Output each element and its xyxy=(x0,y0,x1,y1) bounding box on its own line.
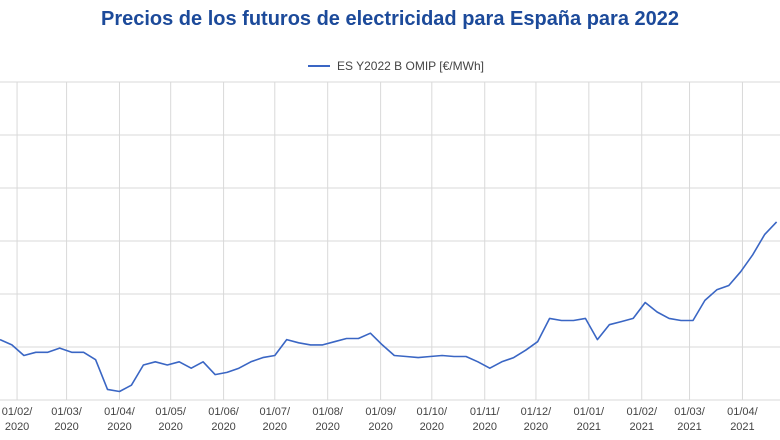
x-tick-label: 01/03/ 2020 xyxy=(51,406,82,433)
x-tick-label: 01/08/ 2020 xyxy=(312,406,343,433)
x-tick-label: 01/11/ 2020 xyxy=(469,406,500,433)
x-tick-label: 01/07/ 2020 xyxy=(259,406,291,433)
x-tick-label: 01/09/ 2020 xyxy=(365,406,396,433)
x-tick-label: 01/05/ 2020 xyxy=(155,406,186,433)
data-line xyxy=(0,221,778,393)
x-tick-label: 01/03/ 2021 xyxy=(674,406,705,433)
x-tick-label: 01/06/ 2020 xyxy=(208,406,239,433)
x-tick-label: 01/01/ 2021 xyxy=(573,406,605,433)
chart-title: Precios de los futuros de electricidad p… xyxy=(100,8,680,30)
x-tick-label: 01/10/ 2020 xyxy=(416,406,448,433)
x-tick-label: 01/04/ 2021 xyxy=(727,406,758,433)
x-tick-label: 01/02/ 2021 xyxy=(626,406,658,433)
legend-label: ES Y2022 B OMIP [€/MWh] xyxy=(337,59,484,73)
x-tick-label: 01/02/ 2020 xyxy=(1,406,33,433)
x-tick-label: 01/12/ 2020 xyxy=(520,406,552,433)
x-tick-label: 01/04/ 2020 xyxy=(104,406,135,433)
